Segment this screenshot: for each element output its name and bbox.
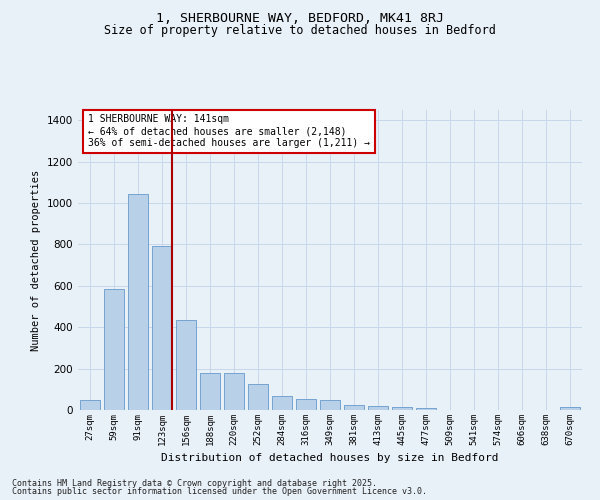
- X-axis label: Distribution of detached houses by size in Bedford: Distribution of detached houses by size …: [161, 454, 499, 464]
- Text: Contains public sector information licensed under the Open Government Licence v3: Contains public sector information licen…: [12, 487, 427, 496]
- Text: 1, SHERBOURNE WAY, BEDFORD, MK41 8RJ: 1, SHERBOURNE WAY, BEDFORD, MK41 8RJ: [156, 12, 444, 26]
- Bar: [200, 373, 220, 410]
- Bar: [152, 246, 172, 410]
- Bar: [392, 407, 412, 410]
- Bar: [560, 407, 580, 410]
- Bar: [320, 400, 340, 410]
- Y-axis label: Number of detached properties: Number of detached properties: [31, 170, 41, 350]
- Text: Contains HM Land Registry data © Crown copyright and database right 2025.: Contains HM Land Registry data © Crown c…: [12, 478, 377, 488]
- Bar: [248, 384, 268, 410]
- Bar: [296, 398, 316, 410]
- Bar: [416, 408, 436, 410]
- Bar: [104, 289, 124, 410]
- Text: Size of property relative to detached houses in Bedford: Size of property relative to detached ho…: [104, 24, 496, 37]
- Bar: [128, 194, 148, 410]
- Bar: [344, 405, 364, 410]
- Bar: [272, 396, 292, 410]
- Text: 1 SHERBOURNE WAY: 141sqm
← 64% of detached houses are smaller (2,148)
36% of sem: 1 SHERBOURNE WAY: 141sqm ← 64% of detach…: [88, 114, 370, 148]
- Bar: [224, 373, 244, 410]
- Bar: [368, 406, 388, 410]
- Bar: [176, 320, 196, 410]
- Bar: [80, 400, 100, 410]
